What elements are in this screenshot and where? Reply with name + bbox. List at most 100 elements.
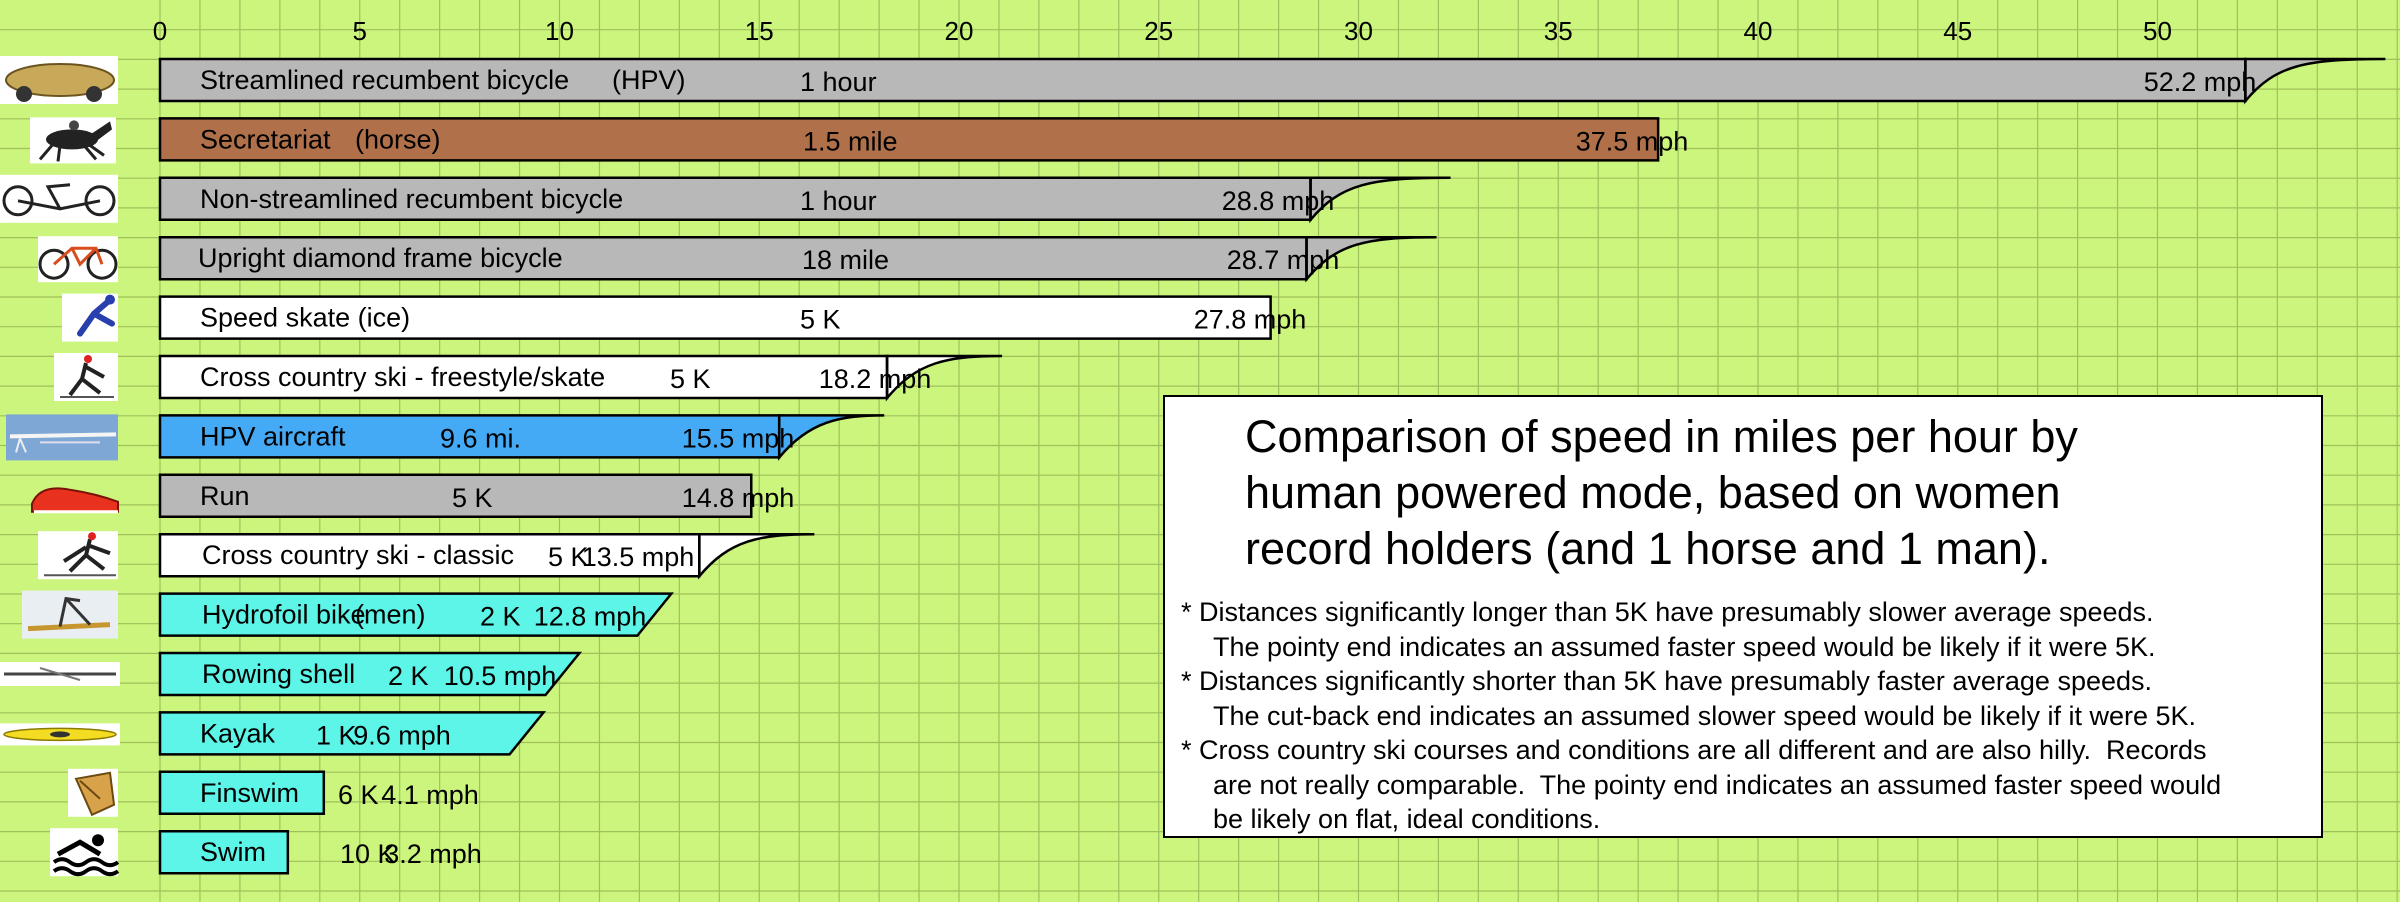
rowing-shell-icon bbox=[0, 662, 120, 686]
bar-pointy-end bbox=[2244, 57, 2386, 105]
note-line: The pointy end indicates an assumed fast… bbox=[1213, 631, 2156, 662]
swimmer-icon bbox=[50, 828, 120, 877]
horse-icon bbox=[30, 117, 116, 164]
running-shoe-icon bbox=[31, 487, 119, 514]
streamlined-recumbent-icon bbox=[0, 56, 118, 104]
classic-skier-icon bbox=[38, 531, 118, 580]
bar-name-label: Upright diamond frame bicycle bbox=[198, 243, 563, 273]
bar-value-label: 3.2 mph bbox=[384, 839, 482, 869]
x-tick-label: 20 bbox=[945, 16, 974, 46]
bar-pointy-end bbox=[698, 532, 815, 580]
skate-skier-icon bbox=[54, 353, 118, 401]
bar-distance-label: 18 mile bbox=[802, 245, 889, 275]
speed-skater-icon bbox=[62, 293, 118, 342]
bar-value-label: 28.8 mph bbox=[1222, 186, 1335, 216]
x-tick-label: 25 bbox=[1144, 16, 1173, 46]
info-title-line: record holders (and 1 horse and 1 man). bbox=[1245, 523, 2051, 574]
bar-distance-label: 2 K bbox=[388, 661, 429, 691]
bar bbox=[158, 711, 547, 756]
info-box: Comparison of speed in miles per hour by… bbox=[1163, 395, 2323, 838]
bar bbox=[158, 473, 753, 519]
bar-name-label: HPV aircraft bbox=[200, 421, 346, 451]
bar-value-label: 15.5 mph bbox=[682, 423, 795, 453]
bar-distance-label: 5 K bbox=[800, 305, 841, 335]
bar bbox=[158, 295, 1272, 340]
bar-distance-label: 5 K bbox=[452, 483, 493, 513]
bar-pointy-end bbox=[885, 354, 1003, 402]
bar-value-label: 12.8 mph bbox=[534, 602, 647, 632]
bar-distance-label: 1 hour bbox=[800, 67, 877, 97]
bar-row: Hydrofoil bike(men) 2 K 12.8 mph bbox=[158, 592, 674, 637]
kayak-icon bbox=[0, 723, 120, 746]
bar-row: Swim 10 K3.2 mph bbox=[158, 829, 482, 875]
bar-row: Streamlined recumbent bicycle (HPV) 1 hour… bbox=[158, 57, 2386, 105]
bar-distance-label: 10 K bbox=[340, 839, 396, 869]
info-title: Comparison of speed in miles per hour by… bbox=[1245, 409, 2245, 577]
bar-name-label: Finswim bbox=[200, 778, 299, 808]
bar-distance-label: 1 hour bbox=[800, 186, 877, 216]
x-axis-ticks: 0 5 10 15 20 25 30 35 40 45 50 bbox=[153, 16, 2172, 46]
x-tick-label: 40 bbox=[1744, 16, 1773, 46]
bar-name-label: Run bbox=[200, 481, 250, 511]
x-tick-label: 45 bbox=[1943, 16, 1972, 46]
bar-row: Cross country ski - classic 5 K13.5 mph bbox=[158, 532, 815, 580]
bar bbox=[158, 117, 1660, 162]
bar-distance-label: 2 K bbox=[480, 602, 521, 632]
bar-row: Secretariat (horse) 1.5 mile 37.5 mph bbox=[158, 117, 1689, 162]
swim-fin-icon bbox=[68, 768, 118, 817]
bar-row: Cross country ski - freestyle/skate 5 K 18… bbox=[158, 354, 1003, 402]
bar-value-label: 13.5 mph bbox=[582, 542, 695, 572]
x-tick-label: 10 bbox=[545, 16, 574, 46]
note-line: * Cross country ski courses and conditio… bbox=[1181, 735, 2207, 765]
bar-row: Rowing shell 2 K 10.5 mph bbox=[158, 651, 583, 697]
bar-value-label: 18.2 mph bbox=[819, 364, 932, 394]
bar-distance-label: 5 K bbox=[670, 364, 711, 394]
note-line: * Distances significantly shorter than 5… bbox=[1181, 666, 2153, 696]
bar-value-label: 4.1 mph bbox=[381, 780, 479, 810]
bar-value-label: 52.2 mph bbox=[2144, 67, 2257, 97]
x-tick-label: 50 bbox=[2143, 16, 2172, 46]
note-line: * Distances significantly longer than 5K… bbox=[1181, 597, 2154, 627]
bar-name-label: Speed skate (ice) bbox=[200, 303, 410, 333]
x-tick-label: 15 bbox=[745, 16, 774, 46]
note-line: The cut-back end indicates an assumed sl… bbox=[1213, 700, 2197, 731]
bar-row: Upright diamond frame bicycle 18 mile 28.7… bbox=[158, 235, 1437, 283]
bar-value-label: 37.5 mph bbox=[1576, 126, 1689, 156]
bar-name-suffix: (horse) bbox=[355, 124, 441, 154]
bar-name-label: Rowing shell bbox=[202, 659, 355, 689]
speed-bars: Streamlined recumbent bicycle (HPV) 1 hour… bbox=[158, 57, 2386, 875]
info-title-line: human powered mode, based on women bbox=[1245, 467, 2061, 518]
bar-row: Finswim 6 K 4.1 mph bbox=[158, 770, 479, 816]
bar-row: Speed skate (ice) 5 K 27.8 mph bbox=[158, 295, 1306, 340]
bar-name-label: Non-streamlined recumbent bicycle bbox=[200, 184, 623, 214]
x-tick-label: 5 bbox=[353, 16, 367, 46]
aircraft-icon bbox=[6, 414, 118, 461]
bar bbox=[158, 592, 674, 637]
note-line: are not really comparable. The pointy en… bbox=[1213, 769, 2222, 800]
bar-pointy-end bbox=[777, 414, 885, 461]
bar-name-label: Hydrofoil bike bbox=[202, 600, 366, 630]
note-line: be likely on flat, ideal conditions. bbox=[1213, 804, 1601, 834]
bar-value-label: 9.6 mph bbox=[353, 720, 451, 750]
x-tick-label: 30 bbox=[1344, 16, 1373, 46]
bar-pointy-end bbox=[1305, 235, 1437, 283]
bar-name-label: Cross country ski - classic bbox=[202, 540, 514, 570]
bicycle-icon bbox=[38, 236, 118, 283]
x-tick-label: 35 bbox=[1544, 16, 1573, 46]
bar-pointy-end bbox=[1309, 176, 1451, 224]
bar-row: Run 5 K 14.8 mph bbox=[158, 473, 795, 519]
bar bbox=[158, 651, 583, 697]
bar-name-label: Streamlined recumbent bicycle bbox=[200, 65, 569, 95]
info-title-line: Comparison of speed in miles per hour by bbox=[1245, 411, 2078, 462]
x-tick-label: 0 bbox=[153, 16, 167, 46]
bar bbox=[158, 770, 326, 816]
bar-name-label: Swim bbox=[200, 837, 266, 867]
bar-name-suffix: (HPV) bbox=[612, 65, 686, 95]
hydrofoil-bike-icon bbox=[22, 590, 118, 639]
bar-distance-label: 1 K bbox=[316, 720, 357, 750]
bar-value-label: 14.8 mph bbox=[682, 483, 795, 513]
bar-row: Kayak 1 K9.6 mph bbox=[158, 711, 547, 756]
bar-name-suffix: (men) bbox=[355, 600, 426, 630]
bar-value-label: 28.7 mph bbox=[1227, 245, 1340, 275]
bar-value-label: 10.5 mph bbox=[444, 661, 557, 691]
